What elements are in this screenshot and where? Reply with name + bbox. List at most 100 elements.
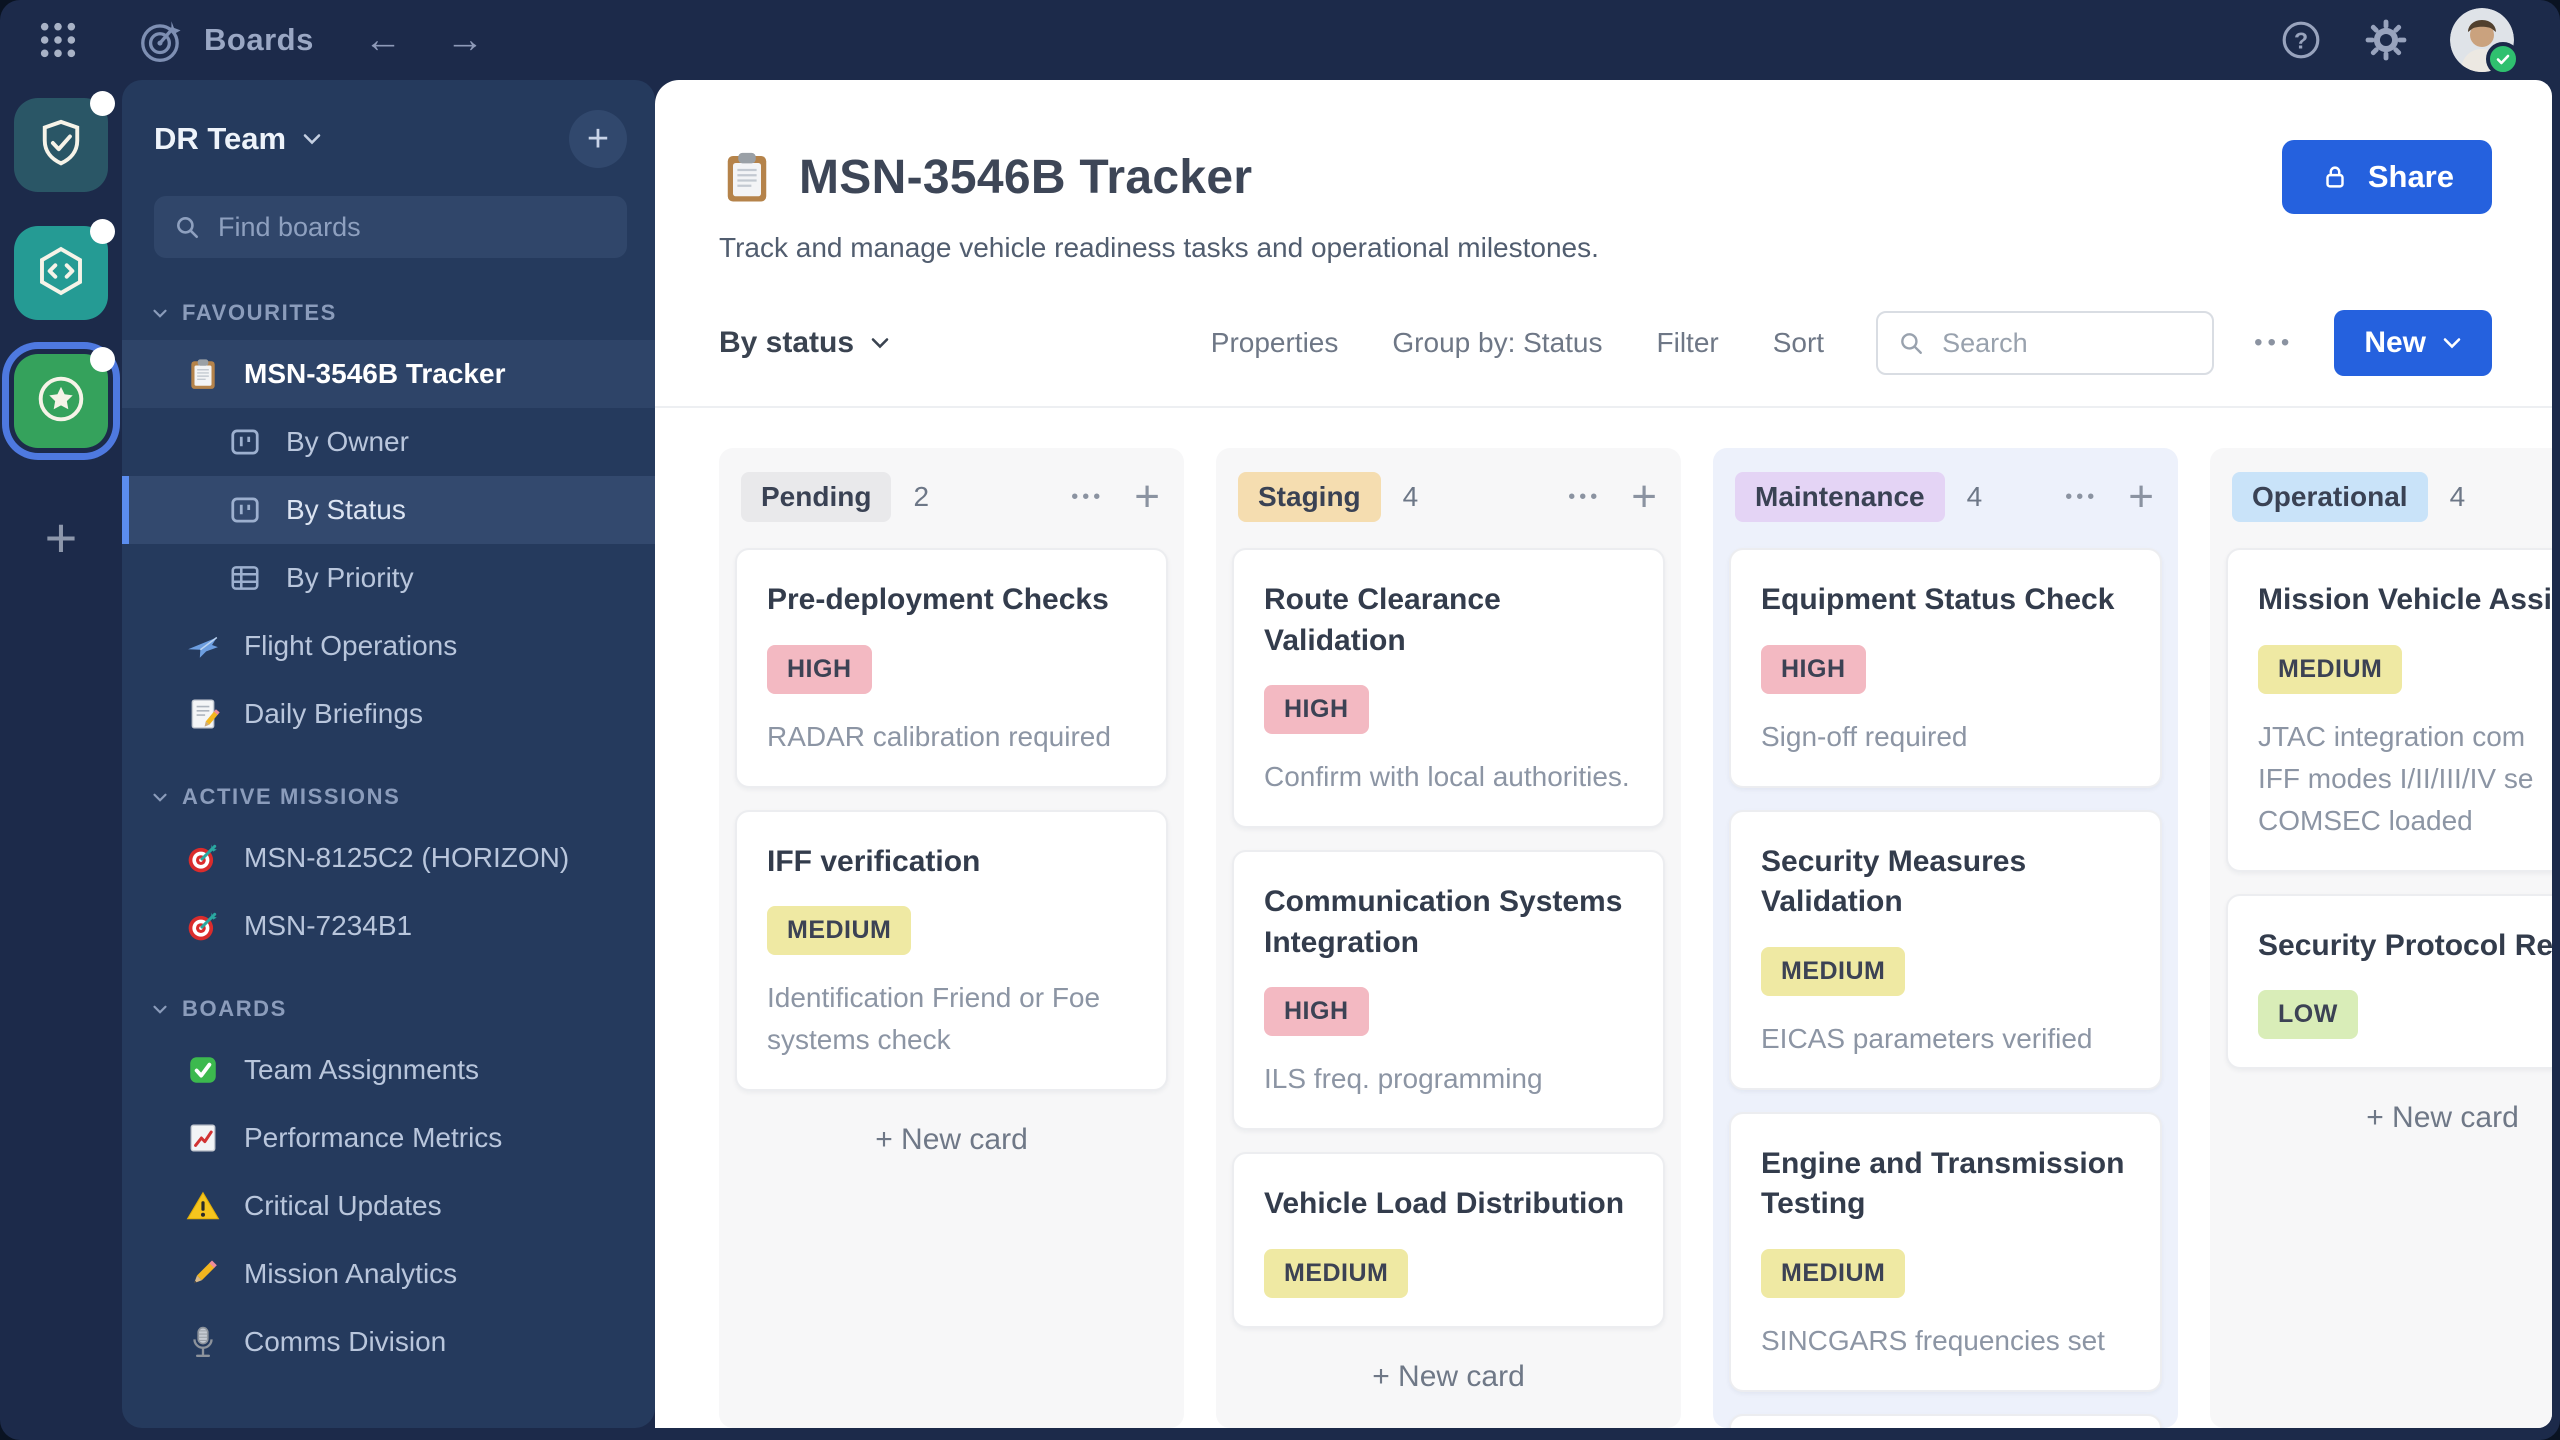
find-boards-input[interactable]	[216, 210, 607, 244]
memo-icon	[184, 697, 222, 731]
shield-check-icon	[35, 117, 87, 174]
card-equipment-status-check[interactable]: Equipment Status Check HIGH Sign-off requi…	[1729, 548, 2162, 788]
card-iff-verification[interactable]: IFF verification MEDIUM Identification Fri…	[735, 809, 1168, 1091]
card-description: RADAR calibration required	[767, 720, 1111, 752]
more-options-icon[interactable]: •••	[2254, 329, 2295, 356]
sidebar-item-label: MSN-3546B Tracker	[244, 358, 506, 389]
kanban-board: Pending 2 ••• + Pre-deployment Checks HIGH RAD…	[655, 408, 2552, 1428]
sidebar-item-daily-briefings[interactable]: Daily Briefings	[122, 680, 655, 748]
sidebar-item-label: Critical Updates	[244, 1190, 442, 1221]
check-icon	[184, 1053, 222, 1087]
target-logo-icon	[136, 15, 186, 65]
code-hexagon-icon	[35, 245, 87, 302]
sidebar-section-active-missions[interactable]: ACTIVE MISSIONS	[122, 748, 655, 824]
priority-badge: MEDIUM	[1264, 1248, 1409, 1298]
card-communication-systems-integration[interactable]: Communication Systems Integration HIGH ILS…	[1232, 850, 1665, 1130]
column-status-chip[interactable]: Pending	[741, 472, 892, 522]
sidebar-section-favourites[interactable]: FAVOURITES	[122, 264, 655, 340]
sidebar-item-label: MSN-8125C2 (HORIZON)	[244, 842, 570, 873]
card-title: Security Protocol Rev	[2258, 928, 2552, 962]
card-engine-and-transmission-testing[interactable]: Engine and Transmission Testing MEDIUM SIN…	[1729, 1111, 2162, 1392]
topbar-right: ?	[2280, 8, 2520, 76]
column-more-icon[interactable]: •••	[2065, 485, 2099, 508]
column-add-icon[interactable]: +	[1134, 472, 1160, 522]
clipboard-icon	[184, 357, 222, 391]
notification-dot	[90, 347, 115, 372]
column-more-icon[interactable]: •••	[1568, 485, 1602, 508]
sidebar-item-team-assignments[interactable]: Team Assignments	[122, 1036, 655, 1104]
sidebar-item-comms-division[interactable]: Comms Division	[122, 1308, 655, 1376]
back-arrow-icon[interactable]: ←	[363, 19, 402, 61]
card-description: ILS freq. programming	[1264, 1063, 1543, 1094]
card-security-measures-validation[interactable]: Security Measures Validation MEDIUM EICAS …	[1729, 809, 2162, 1090]
priority-badge: MEDIUM	[2258, 644, 2403, 694]
column-add-icon[interactable]: +	[2128, 472, 2154, 522]
mic-icon	[184, 1325, 222, 1359]
new-button[interactable]: New	[2334, 310, 2492, 376]
rail-app-shield-check[interactable]	[14, 91, 115, 192]
new-card-button[interactable]: + New card	[1372, 1359, 1525, 1393]
sidebar-item-by-status[interactable]: By Status	[122, 476, 655, 544]
new-card-button[interactable]: + New card	[2366, 1101, 2519, 1134]
card-route-clearance-validation[interactable]: Route Clearance Validation HIGH Confirm wi…	[1232, 548, 1665, 828]
team-name: DR Team	[154, 121, 287, 156]
toolbar-menu-properties[interactable]: Properties	[1210, 327, 1339, 358]
card-vehicle-load-distribution[interactable]: Vehicle Load Distribution MEDIUM	[1232, 1152, 1665, 1328]
sidebar-item-msn-8125c2-horizon-[interactable]: MSN-8125C2 (HORIZON)	[122, 824, 655, 892]
sidebar-item-flight-operations[interactable]: Flight Operations	[122, 612, 655, 680]
column-more-icon[interactable]: •••	[1071, 485, 1105, 508]
sidebar-item-msn-7234b1[interactable]: MSN-7234B1	[122, 892, 655, 960]
view-switcher[interactable]: By status	[719, 326, 890, 360]
clipboard-icon	[719, 149, 775, 205]
rail-app-star-circle[interactable]	[14, 347, 115, 448]
forward-arrow-icon[interactable]: →	[445, 19, 484, 61]
toolbar-menu-filter[interactable]: Filter	[1656, 327, 1719, 358]
toolbar-menu-sort[interactable]: Sort	[1772, 327, 1825, 358]
add-app-button[interactable]: +	[44, 506, 78, 569]
card-security-protocol-rev[interactable]: Security Protocol Rev LOW	[2226, 893, 2552, 1069]
sidebar-search[interactable]	[154, 196, 627, 258]
toolbar-menu-group-by-status[interactable]: Group by: Status	[1392, 327, 1603, 358]
card-pre-deployment-checks[interactable]: Pre-deployment Checks HIGH RADAR calibrati…	[735, 548, 1168, 788]
board-search[interactable]	[1876, 311, 2215, 375]
chevron-down-icon	[2443, 338, 2461, 349]
column-status-chip[interactable]: Maintenance	[1735, 472, 1945, 522]
sidebar-item-critical-updates[interactable]: Critical Updates	[122, 1172, 655, 1240]
product-name: Boards	[204, 22, 314, 57]
product-logo[interactable]: Boards	[136, 15, 314, 65]
new-card-button[interactable]: + New card	[875, 1123, 1028, 1156]
search-icon	[1901, 333, 1923, 354]
rail-app-code-hexagon[interactable]	[14, 219, 115, 320]
sidebar-item-label: By Priority	[286, 562, 414, 593]
app-rail: +	[0, 80, 122, 1440]
new-label: New	[2364, 326, 2426, 359]
column-status-chip[interactable]: Operational	[2232, 472, 2428, 522]
sidebar-section-boards[interactable]: BOARDS	[122, 960, 655, 1036]
chevron-down-icon	[153, 793, 167, 802]
team-switcher[interactable]: DR Team	[154, 121, 322, 157]
help-icon[interactable]: ?	[2280, 19, 2322, 61]
card-mission-vehicle-assig[interactable]: Mission Vehicle Assig MEDIUM JTAC integrat…	[2226, 548, 2552, 872]
settings-gear-icon[interactable]	[2364, 18, 2408, 62]
share-button[interactable]: Share	[2281, 140, 2492, 214]
column-add-icon[interactable]: +	[1631, 472, 1657, 522]
column-status-chip[interactable]: Staging	[1238, 472, 1381, 522]
sidebar-item-by-owner[interactable]: By Owner	[122, 408, 655, 476]
sidebar-item-by-priority[interactable]: By Priority	[122, 544, 655, 612]
board-search-input[interactable]	[1940, 326, 2193, 360]
user-avatar[interactable]	[2450, 8, 2520, 76]
sidebar-item-mission-analytics[interactable]: Mission Analytics	[122, 1240, 655, 1308]
card-communication-protocols[interactable]: Communication ProtocolsLOW	[1729, 1413, 2162, 1428]
sidebar-item-performance-metrics[interactable]: Performance Metrics	[122, 1104, 655, 1172]
app-launcher-grid-icon[interactable]	[36, 18, 80, 62]
card-title: Pre-deployment Checks	[767, 583, 1109, 616]
sidebar-item-msn-3546b-tracker[interactable]: MSN-3546B Tracker	[122, 340, 655, 408]
card-title: Communication Systems Integration	[1264, 885, 1623, 959]
column-card-count: 4	[2449, 481, 2466, 512]
section-label: BOARDS	[182, 996, 287, 1021]
card-title: Route Clearance Validation	[1264, 583, 1501, 657]
add-board-button[interactable]: +	[569, 110, 627, 168]
toolbar-menu: Properties Group by: Status Filter Sort	[1211, 327, 1824, 359]
